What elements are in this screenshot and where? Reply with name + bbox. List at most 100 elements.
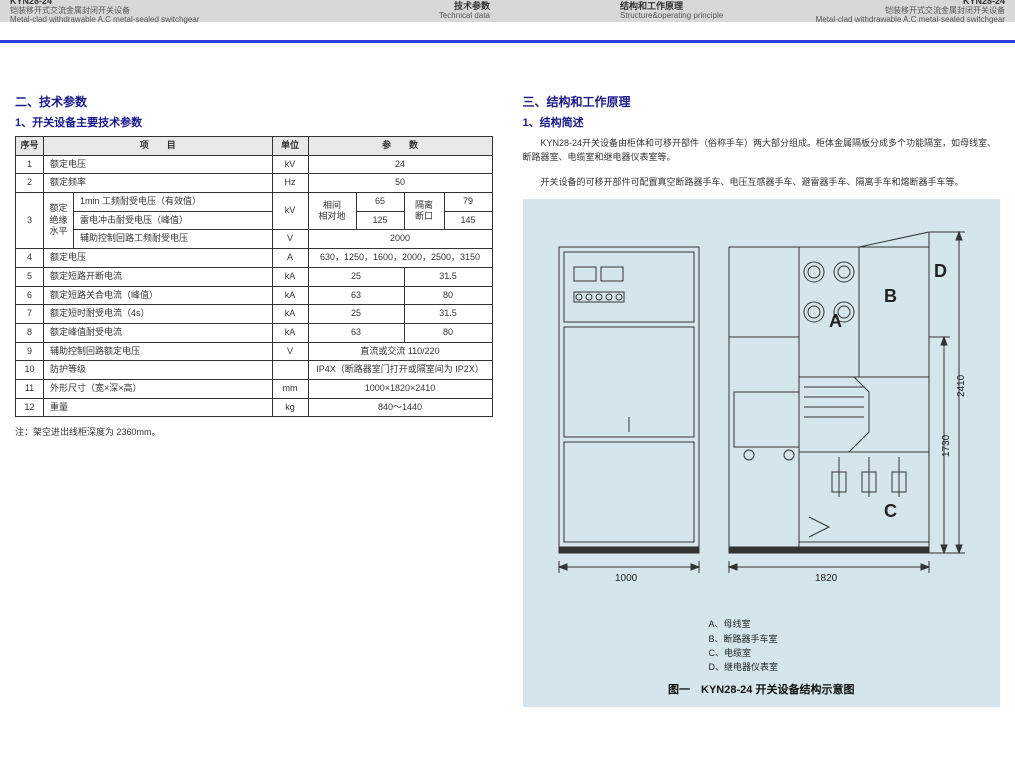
cell-v2: 31.5 (404, 305, 492, 324)
right-sec-title: 三、结构和工作原理 (523, 93, 1001, 110)
label-a: A (829, 311, 842, 331)
cell-v1: 25 (308, 305, 404, 324)
table-row: 12 重量 kg 840～1440 (16, 398, 493, 417)
cell-v2: 80 (404, 286, 492, 305)
cell-item: 额定短路开断电流 (44, 267, 273, 286)
table-header-row: 序号 项 目 单位 参 数 (16, 137, 493, 156)
diagram-area: A B C D 1000 1820 2410 1730 A、母线室 B、断路器手… (523, 199, 1001, 707)
table-row: 5 额定短路开断电流 kA 25 31.5 (16, 267, 493, 286)
cell-unit: kA (272, 305, 308, 324)
cell-unit: mm (272, 379, 308, 398)
cell-no: 2 (16, 174, 44, 193)
cell-v11: 65 (356, 193, 404, 212)
cell-no: 3 (16, 193, 44, 249)
right-sub-title: 1、结构简述 (523, 114, 1001, 130)
header-tab-center2: 结构和工作原理 Structure&operating principle (620, 0, 780, 22)
switchgear-diagram: A B C D 1000 1820 2410 1730 (539, 217, 985, 607)
cell-v21: 79 (444, 193, 492, 212)
figure-title: 图一 KYN28-24 开关设备结构示意图 (539, 681, 985, 697)
header-band: KYN28-24 铠装移开式交流金属封闭开关设备 Metal-clad with… (0, 0, 1015, 22)
cell-v2: 80 (404, 323, 492, 342)
cell-item: 雷电冲击耐受电压（峰值） (74, 211, 273, 230)
dim-h-total: 2410 (956, 374, 967, 397)
spec-table: 序号 项 目 单位 参 数 1 额定电压 kV 24 2 额定频率 Hz 50 … (15, 136, 493, 417)
cell-item: 额定短时耐受电流（4s） (44, 305, 273, 324)
right-para1: KYN28-24开关设备由柜体和可移开部件（俗称手车）两大部分组成。柜体金属隔板… (523, 136, 1001, 165)
cell-unit: kA (272, 267, 308, 286)
cell-no: 12 (16, 398, 44, 417)
cell-unit: kA (272, 323, 308, 342)
cell-item: 额定峰值耐受电流 (44, 323, 273, 342)
hdr-c2-en: Structure&operating principle (620, 12, 723, 21)
cell-item: 额定频率 (44, 174, 273, 193)
table-row: 1 额定电压 kV 24 (16, 155, 493, 174)
legend-b: B、断路器手车室 (709, 632, 985, 646)
cell-no: 8 (16, 323, 44, 342)
cell-unit: Hz (272, 174, 308, 193)
cell-item: 1min 工频耐受电压（有效值） (74, 193, 273, 212)
table-row: 2 额定频率 Hz 50 (16, 174, 493, 193)
th-param: 参 数 (308, 137, 492, 156)
cell-item: 额定电压 (44, 249, 273, 268)
header-tab-left: KYN28-24 铠装移开式交流金属封闭开关设备 Metal-clad with… (10, 0, 199, 22)
cell-val: 840～1440 (308, 398, 492, 417)
table-row: 7 额定短时耐受电流（4s） kA 25 31.5 (16, 305, 493, 324)
th-no: 序号 (16, 137, 44, 156)
table-row: 4 额定电压 A 630，1250，1600，2000，2500，3150 (16, 249, 493, 268)
hdr-right-en: Metal-clad withdrawable A.C metal-sealed… (816, 16, 1005, 25)
cell-val: 24 (308, 155, 492, 174)
th-unit: 单位 (272, 137, 308, 156)
cell-v12: 125 (356, 211, 404, 230)
table-row: 8 额定峰值耐受电流 kA 63 80 (16, 323, 493, 342)
legend-c: C、电缆室 (709, 646, 985, 660)
cell-no: 4 (16, 249, 44, 268)
cell-no: 5 (16, 267, 44, 286)
cell-unit: kV (272, 155, 308, 174)
dim-w-front: 1000 (615, 573, 638, 584)
label-c: C (884, 501, 897, 521)
dim-h-lower: 1730 (941, 434, 952, 457)
cell-col1: 相间 相对地 (308, 193, 356, 230)
left-column: 二、技术参数 1、开关设备主要技术参数 序号 项 目 单位 参 数 1 额定电压… (0, 43, 508, 707)
table-row: 11 外形尺寸（宽×深×高） mm 1000×1820×2410 (16, 379, 493, 398)
cell-no: 7 (16, 305, 44, 324)
left-sub-title: 1、开关设备主要技术参数 (15, 114, 493, 130)
cell-item: 辅助控制回路额定电压 (44, 342, 273, 361)
table-row: 9 辅助控制回路额定电压 V 直流或交流 110/220 (16, 342, 493, 361)
dim-w-side: 1820 (815, 573, 838, 584)
header-tab-right: KYN28-24 铠装移开式交流金属封闭开关设备 Metal-clad with… (816, 0, 1005, 22)
cell-val: 2000 (308, 230, 492, 249)
cell-unit: kV (272, 193, 308, 230)
table-row: 10 防护等级 IP4X（断路器室门打开或隔室间为 IP2X） (16, 361, 493, 380)
header-tab-center1: 技术参数 Technical data (370, 0, 490, 22)
cell-col2: 隔离 断口 (404, 193, 444, 230)
left-sec-title: 二、技术参数 (15, 93, 493, 110)
cell-item: 外形尺寸（宽×深×高） (44, 379, 273, 398)
cell-unit: V (272, 342, 308, 361)
legend-d: D、继电器仪表室 (709, 660, 985, 674)
cell-val: 630，1250，1600，2000，2500，3150 (308, 249, 492, 268)
table-row: 3 额定 绝缘 水平 1min 工频耐受电压（有效值） kV 相间 相对地 65… (16, 193, 493, 212)
content-columns: 二、技术参数 1、开关设备主要技术参数 序号 项 目 单位 参 数 1 额定电压… (0, 43, 1015, 707)
label-d: D (934, 261, 947, 281)
legend-a: A、母线室 (709, 617, 985, 631)
right-para2: 开关设备的可移开部件可配置真空断路器手车、电压互感器手车、避雷器手车、隔离手车和… (523, 175, 1001, 189)
cell-no: 9 (16, 342, 44, 361)
cell-unit: kg (272, 398, 308, 417)
cell-v1: 63 (308, 323, 404, 342)
hdr-c1-en: Technical data (439, 12, 490, 21)
cell-item: 重量 (44, 398, 273, 417)
cell-val: IP4X（断路器室门打开或隔室间为 IP2X） (308, 361, 492, 380)
cell-item: 额定电压 (44, 155, 273, 174)
cell-no: 6 (16, 286, 44, 305)
cell-unit: A (272, 249, 308, 268)
th-item: 项 目 (44, 137, 273, 156)
cell-item: 额定短路关合电流（峰值） (44, 286, 273, 305)
cell-no: 10 (16, 361, 44, 380)
cell-v1: 63 (308, 286, 404, 305)
cell-unit: V (272, 230, 308, 249)
cell-v1: 25 (308, 267, 404, 286)
cell-no: 11 (16, 379, 44, 398)
cell-v2: 31.5 (404, 267, 492, 286)
right-column: 三、结构和工作原理 1、结构简述 KYN28-24开关设备由柜体和可移开部件（俗… (508, 43, 1015, 707)
